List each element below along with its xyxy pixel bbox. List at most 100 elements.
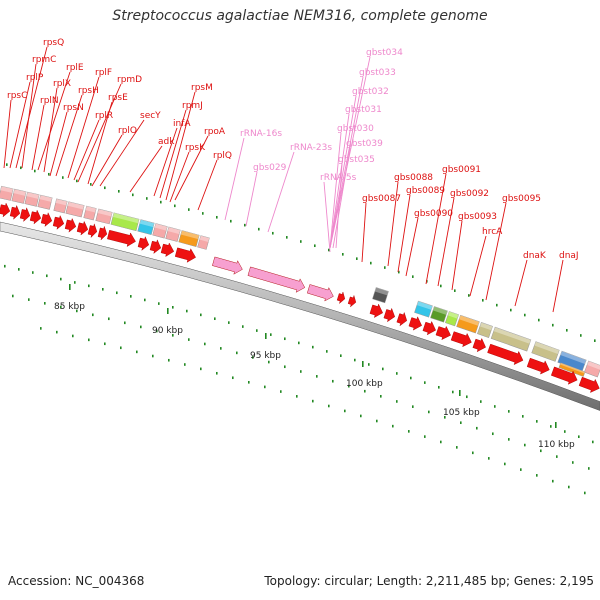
tick-146 [408, 430, 410, 433]
gene-label-dnaK: dnaK [523, 251, 547, 261]
scale-label-85: 85 kbp [54, 302, 85, 312]
gene-label-rplN: rplN [40, 96, 59, 106]
tick-63 [284, 337, 286, 341]
tick-130 [152, 354, 154, 358]
tick-104 [300, 370, 302, 373]
tick-152 [504, 462, 506, 466]
feature-block-18 [456, 314, 480, 334]
feature-block-6 [83, 205, 97, 221]
tick-66 [326, 350, 328, 353]
tick-51 [116, 291, 118, 295]
tick-56 [186, 309, 188, 313]
tick-3 [48, 172, 50, 176]
tick-93 [124, 321, 126, 325]
tick-90 [76, 309, 78, 313]
tick-140 [312, 399, 314, 403]
gene-arrow-13 [160, 242, 175, 257]
leader-gbst035 [335, 163, 343, 249]
tick-95 [156, 329, 158, 333]
tick-70 [382, 367, 384, 371]
gene-label-rRNA-23s: rRNA-23s [290, 143, 332, 153]
tick-2 [34, 169, 36, 173]
feature-block-2 [24, 191, 40, 207]
gene-arrow-11 [137, 236, 150, 251]
tick-151 [488, 457, 490, 460]
tick-48 [74, 281, 76, 284]
tick-16 [230, 219, 232, 223]
tick-62 [270, 333, 272, 336]
tick-23 [328, 248, 330, 252]
tick-124 [56, 330, 58, 334]
tick-114 [460, 421, 462, 425]
gene-label-rpsE: rpsE [108, 93, 128, 103]
gene-arrow-23 [487, 343, 524, 366]
tick-107 [348, 384, 350, 388]
gene-label-hrcA: hrcA [482, 227, 503, 237]
gene-label-rRNA-5s: rRNA-5s [320, 173, 357, 183]
leader-secY [99, 119, 145, 187]
gene-arrow-8 [87, 223, 98, 239]
leader-rpmJ [159, 109, 187, 199]
gene-label-rpsC: rpsC [7, 91, 27, 101]
gene-arrow-16 [383, 307, 396, 323]
tick-110 [396, 400, 398, 403]
tick-57 [200, 313, 202, 317]
leader-infA [153, 127, 178, 197]
feature-block-21 [531, 341, 560, 362]
gene-arrow-5 [52, 215, 65, 230]
major-tick-0 [69, 284, 71, 290]
tick-101 [252, 356, 254, 359]
leader-gbs0092 [437, 197, 455, 287]
tick-156 [568, 485, 570, 489]
tick-53 [144, 298, 146, 302]
major-tick-2 [265, 333, 267, 339]
rna-arrow-2 [307, 284, 334, 302]
tick-147 [424, 435, 426, 438]
gene-arrow-19 [422, 320, 436, 336]
leader-gbs0091 [425, 173, 447, 285]
tick-37 [524, 313, 526, 317]
tick-126 [88, 338, 90, 342]
leader-rRNA-5s [323, 181, 331, 253]
tick-40 [566, 328, 568, 332]
scale-label-95: 95 kbp [250, 351, 281, 361]
tick-100 [236, 351, 238, 355]
tick-132 [184, 363, 186, 366]
tick-87 [28, 298, 30, 301]
gene-arrow-17 [396, 311, 408, 327]
leader-gbst030 [329, 132, 342, 249]
feature-block-10 [152, 223, 168, 239]
tick-18 [258, 227, 260, 231]
tick-35 [496, 303, 498, 307]
tick-150 [472, 451, 474, 455]
tick-138 [280, 390, 282, 393]
gene-arrow-extra-1 [347, 294, 357, 308]
tick-46 [46, 274, 48, 278]
tick-55 [172, 306, 174, 309]
leader-dnaJ [552, 259, 564, 313]
gene-label-gbs0087: gbs0087 [362, 194, 401, 204]
leader-rpmC [21, 63, 37, 169]
tick-120 [556, 455, 558, 458]
gene-arrow-extra-0 [336, 291, 346, 305]
tick-112 [428, 410, 430, 414]
scale-label-110: 110 kbp [538, 440, 575, 450]
feature-block-3 [37, 194, 53, 210]
tick-155 [552, 479, 554, 483]
tick-111 [412, 405, 414, 408]
tick-75 [452, 390, 454, 394]
leader-rplQ [197, 159, 218, 211]
gene-label-rplR: rplR [95, 111, 113, 121]
tick-149 [456, 446, 458, 449]
leader-rplF [67, 76, 100, 179]
gene-label-rpsM: rpsM [191, 83, 213, 93]
tick-24 [342, 253, 344, 256]
leader-gbst033 [329, 76, 364, 249]
tick-71 [396, 372, 398, 375]
tick-153 [520, 468, 522, 471]
gene-label-gbst039: gbst039 [346, 139, 383, 149]
tick-61 [256, 329, 258, 332]
tick-64 [298, 341, 300, 345]
feature-block-15 [414, 300, 433, 318]
tick-74 [438, 385, 440, 389]
